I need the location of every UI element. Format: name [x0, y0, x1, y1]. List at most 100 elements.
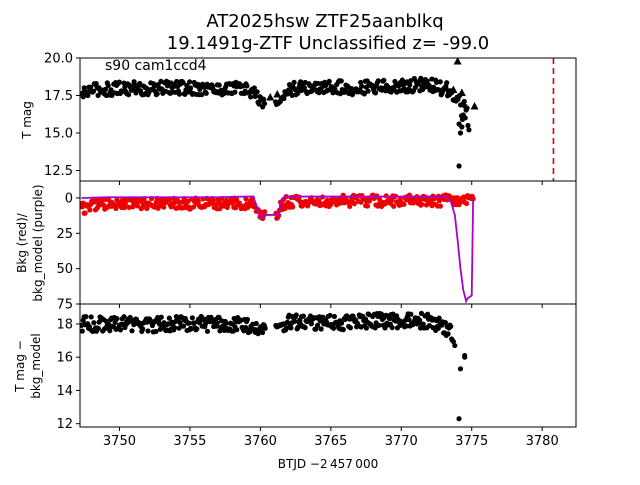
panel-middle-ylabel-line1: Bkg (red)/ [15, 212, 29, 273]
panel-middle: 0 25 50 75 Bkg (red)/ bkg_model (purple) [15, 180, 577, 313]
panel-top-ytick-label: 20.0 [44, 52, 73, 67]
panel-bottom-point [83, 314, 89, 320]
panel-top-outlier-point [460, 112, 466, 118]
panel-middle-point [82, 210, 88, 216]
panel-bottom-point [117, 327, 124, 333]
panel-bottom-point [386, 315, 393, 322]
panel-bottom-point [259, 329, 266, 336]
panel-top-point [375, 78, 381, 84]
panel-bottom-xtick-label: 3775 [455, 434, 488, 449]
panel-top-point [315, 80, 321, 87]
panel-bottom-ytick-label: 14 [56, 384, 73, 399]
panel-top-point [88, 84, 94, 90]
panel-top: 12.5 15.0 17.5 20.0 s90 cam1ccd4 T mag [20, 52, 577, 185]
panel-bottom-point [445, 331, 451, 337]
chart-title-line2: 19.1491g-ZTF Unclassified z= -99.0 [167, 33, 489, 54]
panel-bottom-point [262, 325, 268, 331]
panel-bottom-point [121, 314, 127, 320]
panel-top-point [187, 85, 194, 91]
panel-bottom-point [214, 320, 220, 326]
panel-top-point [184, 83, 190, 89]
panel-middle-point [210, 197, 216, 204]
panel-bottom-point [382, 325, 388, 331]
panel-bottom-point [88, 314, 94, 320]
panel-top-point [338, 78, 344, 84]
panel-bottom-point [327, 312, 333, 319]
panel-top-point [407, 82, 413, 88]
panel-top-point [381, 77, 387, 83]
panel-bottom-point [300, 313, 306, 319]
panel-middle-ytick-label: 50 [56, 262, 73, 277]
panel-top-upper-limit-marker [266, 93, 275, 101]
panel-top-point [102, 86, 109, 93]
panel-bottom-point [340, 327, 346, 333]
panel-middle-marks [80, 192, 476, 304]
panel-middle-point [122, 201, 128, 207]
panel-bottom-point [253, 320, 259, 327]
panel-top-point [466, 127, 472, 133]
panel-top-point [199, 92, 205, 98]
panel-top-point [358, 79, 364, 86]
panel-top-point [365, 88, 371, 94]
panel-bottom-ytick-label: 18 [56, 317, 73, 332]
panel-bottom-ticks: 12 14 16 18 3750 3755 3760 3765 3770 3775 3780 [56, 317, 558, 449]
panel-middle-point [328, 201, 334, 207]
panel-bottom-point [166, 315, 172, 321]
panel-top-point [444, 80, 450, 86]
panel-middle-point [351, 201, 357, 207]
panel-bottom-point [186, 320, 192, 326]
panel-middle-clipped-marks [80, 192, 476, 304]
panel-bottom-xtick-label: 3765 [314, 434, 347, 449]
panel-middle-point [391, 203, 397, 209]
panel-middle-point [282, 205, 288, 212]
panel-top-point [203, 90, 209, 96]
panel-top-upper-limit-marker [449, 85, 458, 93]
panel-top-point [281, 95, 287, 102]
panel-middle-point [364, 203, 371, 209]
panel-top-point [90, 88, 97, 94]
panel-bottom-marks [80, 310, 468, 422]
panel-middle-point [134, 203, 141, 209]
panel-top-point [254, 89, 260, 95]
panel-bottom-point [91, 320, 97, 326]
panel-middle-point [262, 209, 268, 215]
panel-top-point [326, 78, 332, 84]
panel-bottom-point [180, 323, 187, 329]
panel-bottom-point [234, 327, 240, 333]
panel-bottom-point [158, 314, 164, 320]
panel-top-point [187, 79, 193, 85]
panel-top-ticks: 12.5 15.0 17.5 20.0 [44, 52, 543, 185]
panel-top-point [210, 84, 216, 90]
panel-bottom-outlier-point [457, 366, 464, 372]
panel-middle-point [377, 196, 383, 203]
panel-top-point [180, 79, 186, 86]
panel-middle-point [324, 197, 330, 203]
panel-bottom-point [420, 321, 426, 327]
panel-top-outlier-point [456, 121, 462, 127]
panel-top-point [137, 80, 143, 87]
panel-bottom-xtick-label: 3760 [244, 434, 277, 449]
panel-bottom-point [435, 325, 441, 331]
panel-bottom-point [95, 325, 101, 332]
panel-bottom-ylabel-line1: T mag − [13, 340, 27, 393]
panel-bottom-point [330, 325, 337, 331]
panel-middle-point [161, 204, 167, 210]
panel-top-point [251, 85, 257, 91]
panel-top-point [174, 78, 180, 85]
panel-top-point [291, 79, 297, 85]
panel-top-upper-limit-marker [442, 84, 451, 92]
panel-top-point [131, 79, 137, 85]
panel-top-ytick-label: 12.5 [44, 164, 73, 179]
panel-middle-series-line [81, 195, 475, 304]
panel-bottom-frame [79, 303, 577, 428]
panel-top-point [176, 91, 183, 97]
panel-bottom-point [153, 328, 159, 335]
panel-top-point [361, 91, 367, 97]
panel-bottom-clipped-marks [80, 310, 468, 422]
panel-top-ylabel: T mag [20, 101, 34, 140]
panel-top-point [93, 81, 99, 87]
panel-top-point [261, 101, 268, 107]
panel-middle-point [185, 198, 191, 204]
